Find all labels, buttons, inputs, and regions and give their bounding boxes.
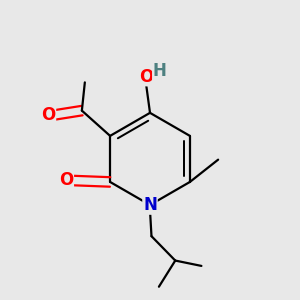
Text: O: O (41, 106, 56, 124)
Text: N: N (143, 196, 157, 214)
Text: O: O (59, 172, 73, 190)
Text: H: H (153, 62, 167, 80)
Text: O: O (139, 68, 153, 85)
